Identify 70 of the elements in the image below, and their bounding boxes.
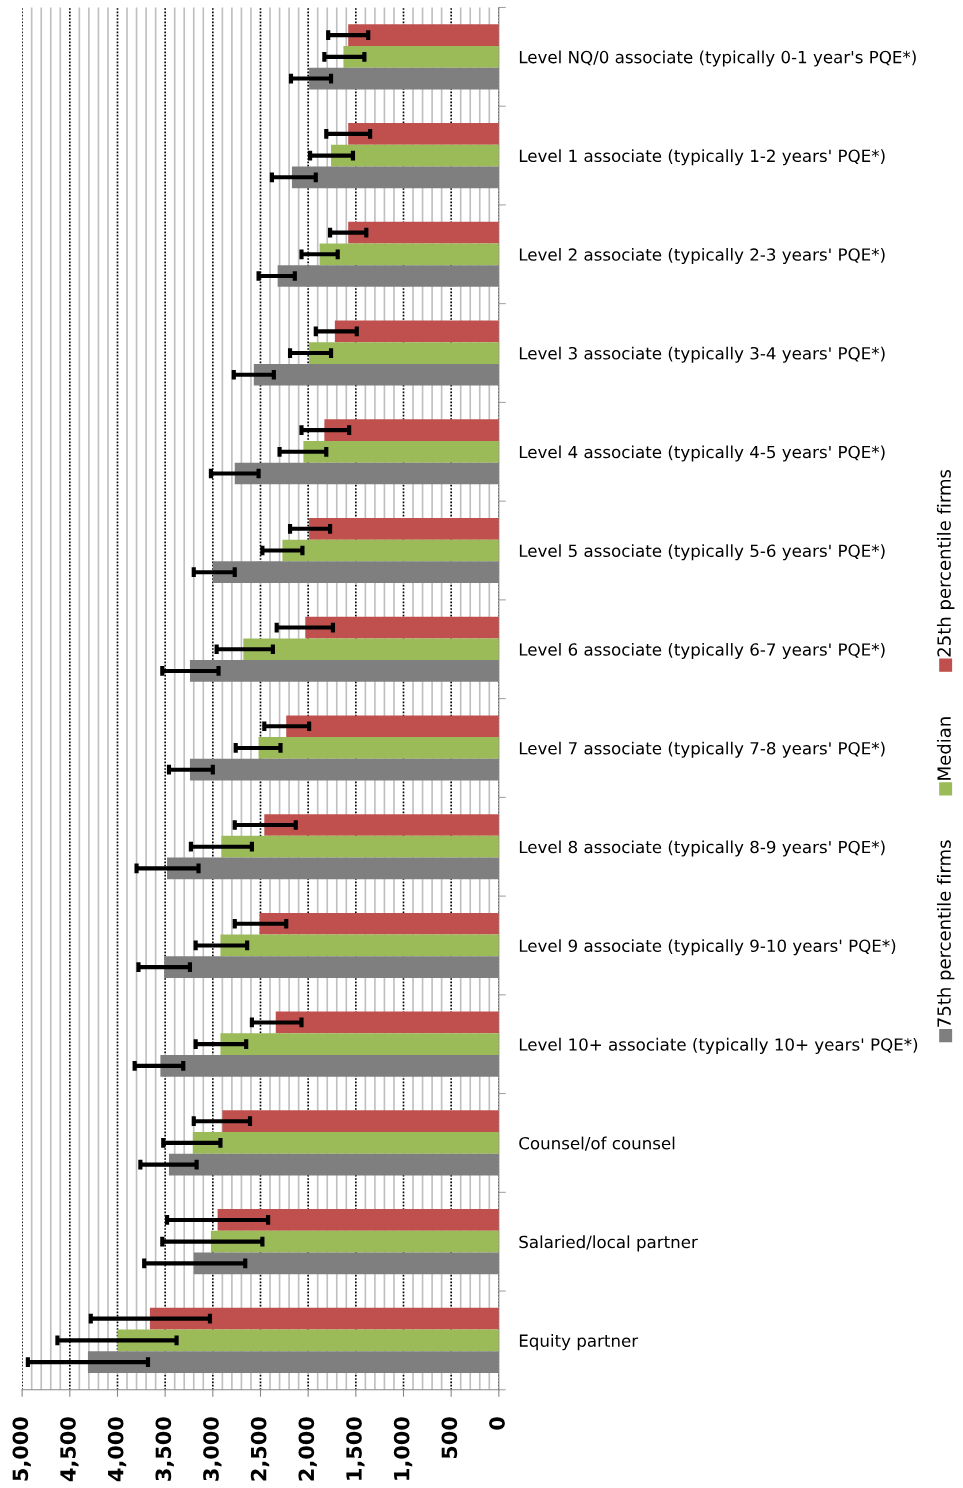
- y-tick-label: Equity partner: [519, 1334, 639, 1351]
- text: 75th percentile firms: [936, 840, 955, 1027]
- y-tick-label: Salaried/local partner: [519, 1235, 698, 1252]
- bar: [309, 342, 499, 364]
- bar: [168, 1153, 499, 1176]
- y-tick-label: Level 8 associate (typically 8-9 years' PQE*): [519, 840, 885, 857]
- bar: [309, 517, 499, 540]
- bar: [164, 956, 499, 979]
- bar: [193, 1252, 499, 1275]
- x-tick-label: 500: [441, 1417, 458, 1459]
- bar: [309, 67, 499, 90]
- bar: [192, 1132, 499, 1154]
- bar: [331, 144, 499, 167]
- bar: [220, 1033, 499, 1056]
- x-tick-label: 3,500: [155, 1417, 174, 1481]
- bar: [282, 539, 499, 562]
- bar: [264, 814, 499, 836]
- bar: [319, 243, 499, 266]
- bar: [303, 440, 499, 463]
- bar: [275, 1011, 499, 1034]
- y-tick-label: Level 2 associate (typically 2-3 years' PQE*): [519, 247, 885, 265]
- x-tick-label: 1,500: [346, 1417, 365, 1480]
- y-tick-label: Level 1 associate (typically 1-2 years' PQE*): [519, 149, 885, 166]
- bar: [348, 221, 499, 244]
- bar: [253, 363, 499, 386]
- y-tick-label: Level 10+ associate (typically 10+ years' PQE*): [519, 1037, 918, 1054]
- bar: [258, 737, 499, 759]
- bar: [212, 561, 499, 584]
- x-tick-label: 5,000: [12, 1417, 31, 1481]
- bar: [348, 122, 499, 145]
- bar: [343, 45, 499, 68]
- bar: [189, 758, 499, 781]
- y-tick-label: Level 3 associate (typically 3-4 years' PQE*): [519, 346, 885, 363]
- bar: [324, 419, 499, 441]
- bar: [87, 1351, 499, 1374]
- x-tick-label: 4,000: [107, 1417, 127, 1482]
- x-tick-label: 0: [489, 1417, 505, 1430]
- bar: [167, 857, 499, 880]
- x-tick-label: 4,500: [60, 1417, 79, 1482]
- bar: [221, 835, 499, 858]
- bar: [348, 24, 499, 46]
- x-tick-label: 2,500: [250, 1417, 270, 1481]
- y-tick-label: Level 4 associate (typically 4-5 years' PQE*): [519, 445, 885, 462]
- text: 25th percentile firms: [936, 469, 955, 657]
- bar: [217, 1209, 499, 1231]
- y-tick-label: Level 7 associate (typically 7-8 years' PQE*): [519, 741, 885, 758]
- bar: [220, 934, 499, 957]
- x-tick-label: 3,000: [203, 1417, 222, 1481]
- bar: [259, 912, 499, 935]
- bar: [189, 660, 499, 682]
- bar: [305, 616, 499, 639]
- y-tick-label: Counsel/of counsel: [519, 1136, 675, 1151]
- bar: [234, 462, 499, 485]
- bar: [222, 1110, 499, 1133]
- x-tick-label: 2,000: [298, 1417, 317, 1481]
- y-tick-label: Level 6 associate (typically 6-7 years' PQE*): [519, 642, 885, 660]
- bar: [117, 1329, 499, 1352]
- y-tick-label: Level 9 associate (typically 9-10 years' PQE*): [519, 939, 896, 956]
- bar: [334, 320, 499, 343]
- bar: [210, 1230, 499, 1253]
- bar: [149, 1307, 499, 1330]
- text: Median: [936, 717, 951, 780]
- bar: [291, 166, 499, 189]
- y-tick-label: Level NQ/0 associate (typically 0-1 year's PQE*): [519, 50, 916, 67]
- bar: [160, 1055, 499, 1077]
- x-tick-label: 1,000: [393, 1417, 413, 1480]
- bar: [243, 638, 499, 661]
- y-tick-label: Level 5 associate (typically 5-6 years' PQE*): [519, 544, 885, 561]
- bar: [286, 715, 499, 738]
- bar: [277, 265, 499, 287]
